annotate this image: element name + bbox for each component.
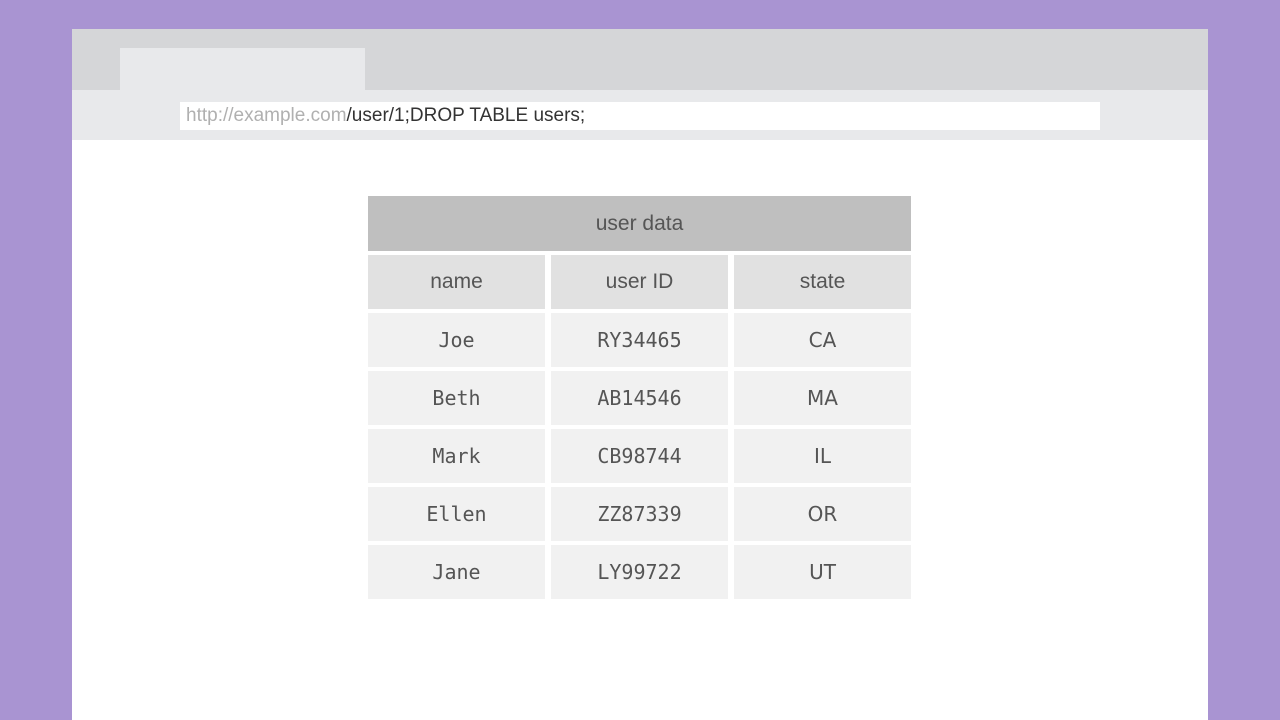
user-id-cell: AB14546 [551, 371, 728, 425]
url-path: /user/1;DROP TABLE users; [346, 105, 586, 126]
table-row: Ellen ZZ87339 OR [368, 487, 911, 541]
browser-tab[interactable] [120, 48, 365, 90]
user-id-cell: LY99722 [551, 545, 728, 599]
tab-bar [72, 29, 1208, 90]
address-bar: http://example.com/user/1;DROP TABLE use… [72, 90, 1208, 140]
table-row: Jane LY99722 UT [368, 545, 911, 599]
table-row: Joe RY34465 CA [368, 313, 911, 367]
state-cell: OR [734, 487, 911, 541]
table-header-row: name user ID state [368, 255, 911, 309]
state-cell: MA [734, 371, 911, 425]
state-cell: UT [734, 545, 911, 599]
user-id-cell: CB98744 [551, 429, 728, 483]
name-cell: Beth [368, 371, 545, 425]
url-input[interactable]: http://example.com/user/1;DROP TABLE use… [180, 102, 1100, 130]
user-id-cell: ZZ87339 [551, 487, 728, 541]
column-header-name: name [368, 255, 545, 309]
column-header-user-id: user ID [551, 255, 728, 309]
url-host: http://example.com [186, 105, 347, 126]
table-row: Mark CB98744 IL [368, 429, 911, 483]
name-cell: Jane [368, 545, 545, 599]
browser-window: http://example.com/user/1;DROP TABLE use… [72, 29, 1208, 720]
column-header-state: state [734, 255, 911, 309]
state-cell: IL [734, 429, 911, 483]
name-cell: Mark [368, 429, 545, 483]
user-data-table: user data name user ID state Joe RY34465 C… [368, 196, 911, 599]
name-cell: Ellen [368, 487, 545, 541]
user-id-cell: RY34465 [551, 313, 728, 367]
table-title: user data [368, 196, 911, 251]
table-row: Beth AB14546 MA [368, 371, 911, 425]
name-cell: Joe [368, 313, 545, 367]
state-cell: CA [734, 313, 911, 367]
